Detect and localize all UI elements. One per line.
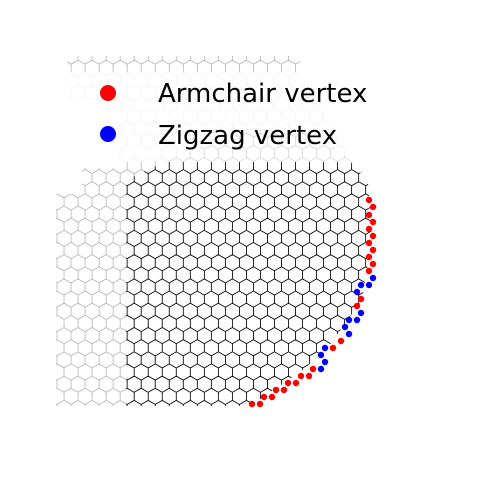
armchair-vertex-dot <box>305 372 313 380</box>
zigzag-vertex-dot <box>345 316 353 324</box>
zigzag-vertex-dot <box>365 281 373 289</box>
armchair-vertex-dot <box>369 203 377 211</box>
armchair-vertex-dot <box>297 372 305 380</box>
zigzag-vertex-dot <box>317 365 325 373</box>
armchair-vertex-dot <box>365 239 373 247</box>
zigzag-vertex-dot <box>369 274 377 282</box>
armchair-vertex-dot <box>365 225 373 233</box>
zigzag-vertex-dot <box>345 330 353 338</box>
zigzag-vertex-dot <box>321 344 329 352</box>
zigzag-vertex-dot <box>357 309 365 317</box>
legend-zigzag-label: Zigzag vertex <box>158 121 337 151</box>
edge-vertices <box>248 196 377 408</box>
armchair-vertex-dot <box>337 337 345 345</box>
armchair-vertex-dot <box>365 196 373 204</box>
legend: Armchair vertex Zigzag vertex <box>60 72 390 162</box>
armchair-vertex-dot <box>256 400 264 408</box>
zigzag-vertex-dot <box>357 281 365 289</box>
legend-armchair-marker <box>100 85 116 101</box>
armchair-vertex-dot <box>357 295 365 303</box>
armchair-vertex-dot <box>280 386 288 394</box>
armchair-vertex-dot <box>369 246 377 254</box>
armchair-vertex-dot <box>369 232 377 240</box>
armchair-vertex-dot <box>365 253 373 261</box>
zigzag-vertex-dot <box>317 351 325 359</box>
armchair-vertex-dot <box>353 302 361 310</box>
armchair-vertex-dot <box>309 365 317 373</box>
zigzag-vertex-dot <box>353 288 361 296</box>
armchair-vertex-dot <box>284 379 292 387</box>
armchair-vertex-dot <box>369 260 377 268</box>
armchair-vertex-dot <box>292 379 300 387</box>
legend-zigzag-marker <box>100 126 116 142</box>
zigzag-vertex-dot <box>353 316 361 324</box>
zigzag-vertex-dot <box>321 358 329 366</box>
armchair-vertex-dot <box>329 344 337 352</box>
legend-armchair-label: Armchair vertex <box>158 79 367 109</box>
zigzag-vertex-dot <box>341 323 349 331</box>
armchair-vertex-dot <box>365 267 373 275</box>
armchair-vertex-dot <box>268 393 276 401</box>
armchair-vertex-dot <box>272 386 280 394</box>
armchair-vertex-dot <box>369 218 377 226</box>
armchair-vertex-dot <box>260 393 268 401</box>
armchair-vertex-dot <box>365 211 373 219</box>
armchair-vertex-dot <box>248 400 256 408</box>
